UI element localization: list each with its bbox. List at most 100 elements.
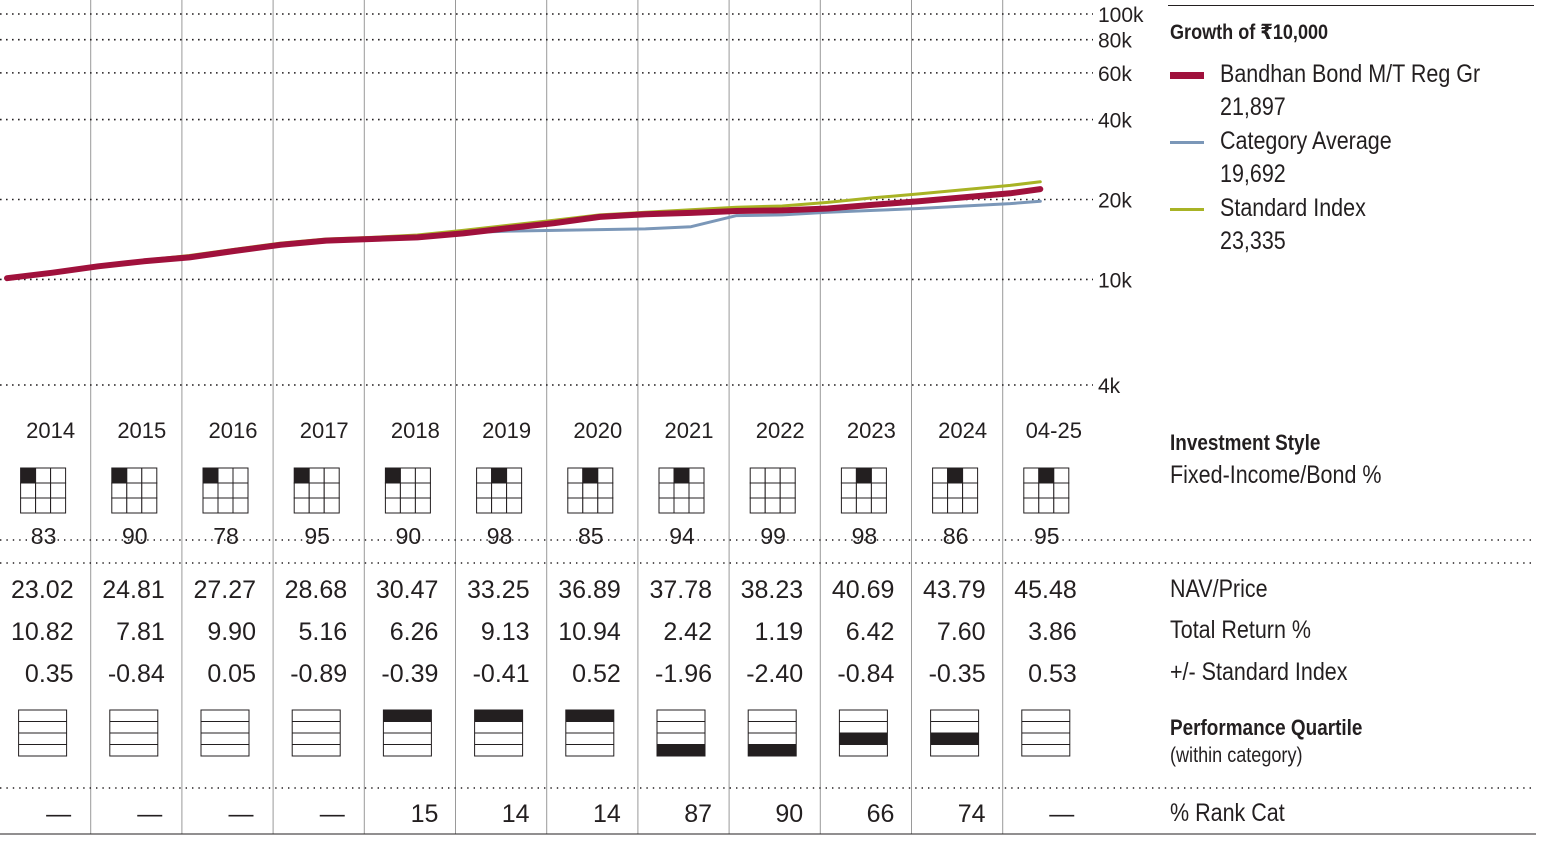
category-swatch [1170,141,1204,144]
table-cell: 43.79 [923,576,986,604]
rank-value: 14 [502,800,530,828]
year-label: 2019 [482,418,531,443]
y-tick-label: 40k [1098,110,1132,133]
style-box-cell [323,497,340,514]
style-box-cell [673,467,690,484]
style-box-cell [658,482,675,499]
style-box-cell [232,482,249,499]
style-box-cell [582,497,599,514]
table-cell: -0.89 [290,660,347,688]
style-box-cell [855,482,872,499]
year-label: 2021 [665,418,714,443]
style-box-cell [111,497,128,514]
table-cell: 27.27 [193,576,256,604]
style-box-cell [1053,467,1070,484]
style-box-cell [506,497,523,514]
style-box-cell [399,467,416,484]
style-box-cell [932,497,949,514]
style-box-value: 95 [1034,523,1060,549]
style-box-cell [962,467,979,484]
y-tick-label: 20k [1098,190,1132,213]
year-label: 04-25 [1026,418,1082,443]
table-cell: -2.40 [746,660,803,688]
style-box-cell [582,467,599,484]
style-box-value: 85 [578,523,604,549]
style-box-cell [217,482,234,499]
style-box-cell [384,482,401,499]
year-label: 2017 [300,418,349,443]
style-box-cell [414,482,431,499]
table-cell: 10.82 [11,618,74,646]
quartile-fill [930,733,979,745]
table-cell: 2.42 [663,618,712,646]
table-cell: 6.26 [390,618,439,646]
style-box-cell [399,482,416,499]
table-cell: 0.35 [25,660,74,688]
y-tick-label: 4k [1098,375,1121,398]
quartile-fill [839,733,888,745]
style-box-cell [582,482,599,499]
quartile-fill [474,710,523,722]
table-cell: 0.05 [207,660,256,688]
year-label: 2014 [26,418,75,443]
y-tick-label: 10k [1098,269,1132,292]
rank-value: 14 [593,800,621,828]
table-cell: 9.90 [207,618,256,646]
style-box-cell [870,482,887,499]
style-box-cell [567,497,584,514]
style-box-cell [1038,467,1055,484]
style-box-cell [491,482,508,499]
style-box-cell [840,467,857,484]
style-box-cell [855,467,872,484]
style-box-cell [141,467,158,484]
table-cell: 30.47 [376,576,439,604]
rank-value: — [137,800,162,828]
table-cell: 1.19 [755,618,804,646]
style-box-cell [202,497,219,514]
style-box-cell [855,497,872,514]
style-box-cell [111,482,128,499]
style-box-cell [50,497,67,514]
style-box-cell [217,497,234,514]
style-box-cell [20,467,37,484]
style-box-cell [20,497,37,514]
style-box-cell [384,497,401,514]
style-box-cell [141,497,158,514]
series-line-0 [4,186,1044,282]
y-tick-label: 60k [1098,63,1132,86]
style-box-cell [688,497,705,514]
style-box-cell [323,467,340,484]
table-cell: 5.16 [299,618,348,646]
rank-value: 66 [867,800,895,828]
style-box-cell [126,482,143,499]
rank-label: % Rank Cat [1170,799,1285,827]
style-box-cell [1023,497,1040,514]
style-box-cell [749,497,766,514]
rank-value: — [229,800,254,828]
style-box-cell [764,467,781,484]
style-box-cell [35,482,52,499]
rank-value: — [1049,800,1074,828]
index-swatch [1170,208,1204,211]
style-box-cell [567,467,584,484]
quartile-fill [383,710,432,722]
year-label: 2016 [209,418,258,443]
legend-title: Growth of ₹10,000 [1170,21,1329,44]
style-box-cell [384,467,401,484]
rank-value: 87 [684,800,712,828]
style-box-value: 78 [213,523,239,549]
table-cell: -0.84 [837,660,894,688]
style-box-cell [840,497,857,514]
year-label: 2023 [847,418,896,443]
style-box-cell [597,482,614,499]
table-cell: 45.48 [1014,576,1077,604]
style-box-cell [1038,497,1055,514]
style-box-cell [932,467,949,484]
investment-style-sublabel: Fixed-Income/Bond % [1170,461,1382,489]
style-box-cell [597,467,614,484]
quartile-fill [748,744,797,756]
style-box-cell [111,467,128,484]
style-box-cell [506,467,523,484]
style-box-cell [202,482,219,499]
style-box-cell [673,482,690,499]
